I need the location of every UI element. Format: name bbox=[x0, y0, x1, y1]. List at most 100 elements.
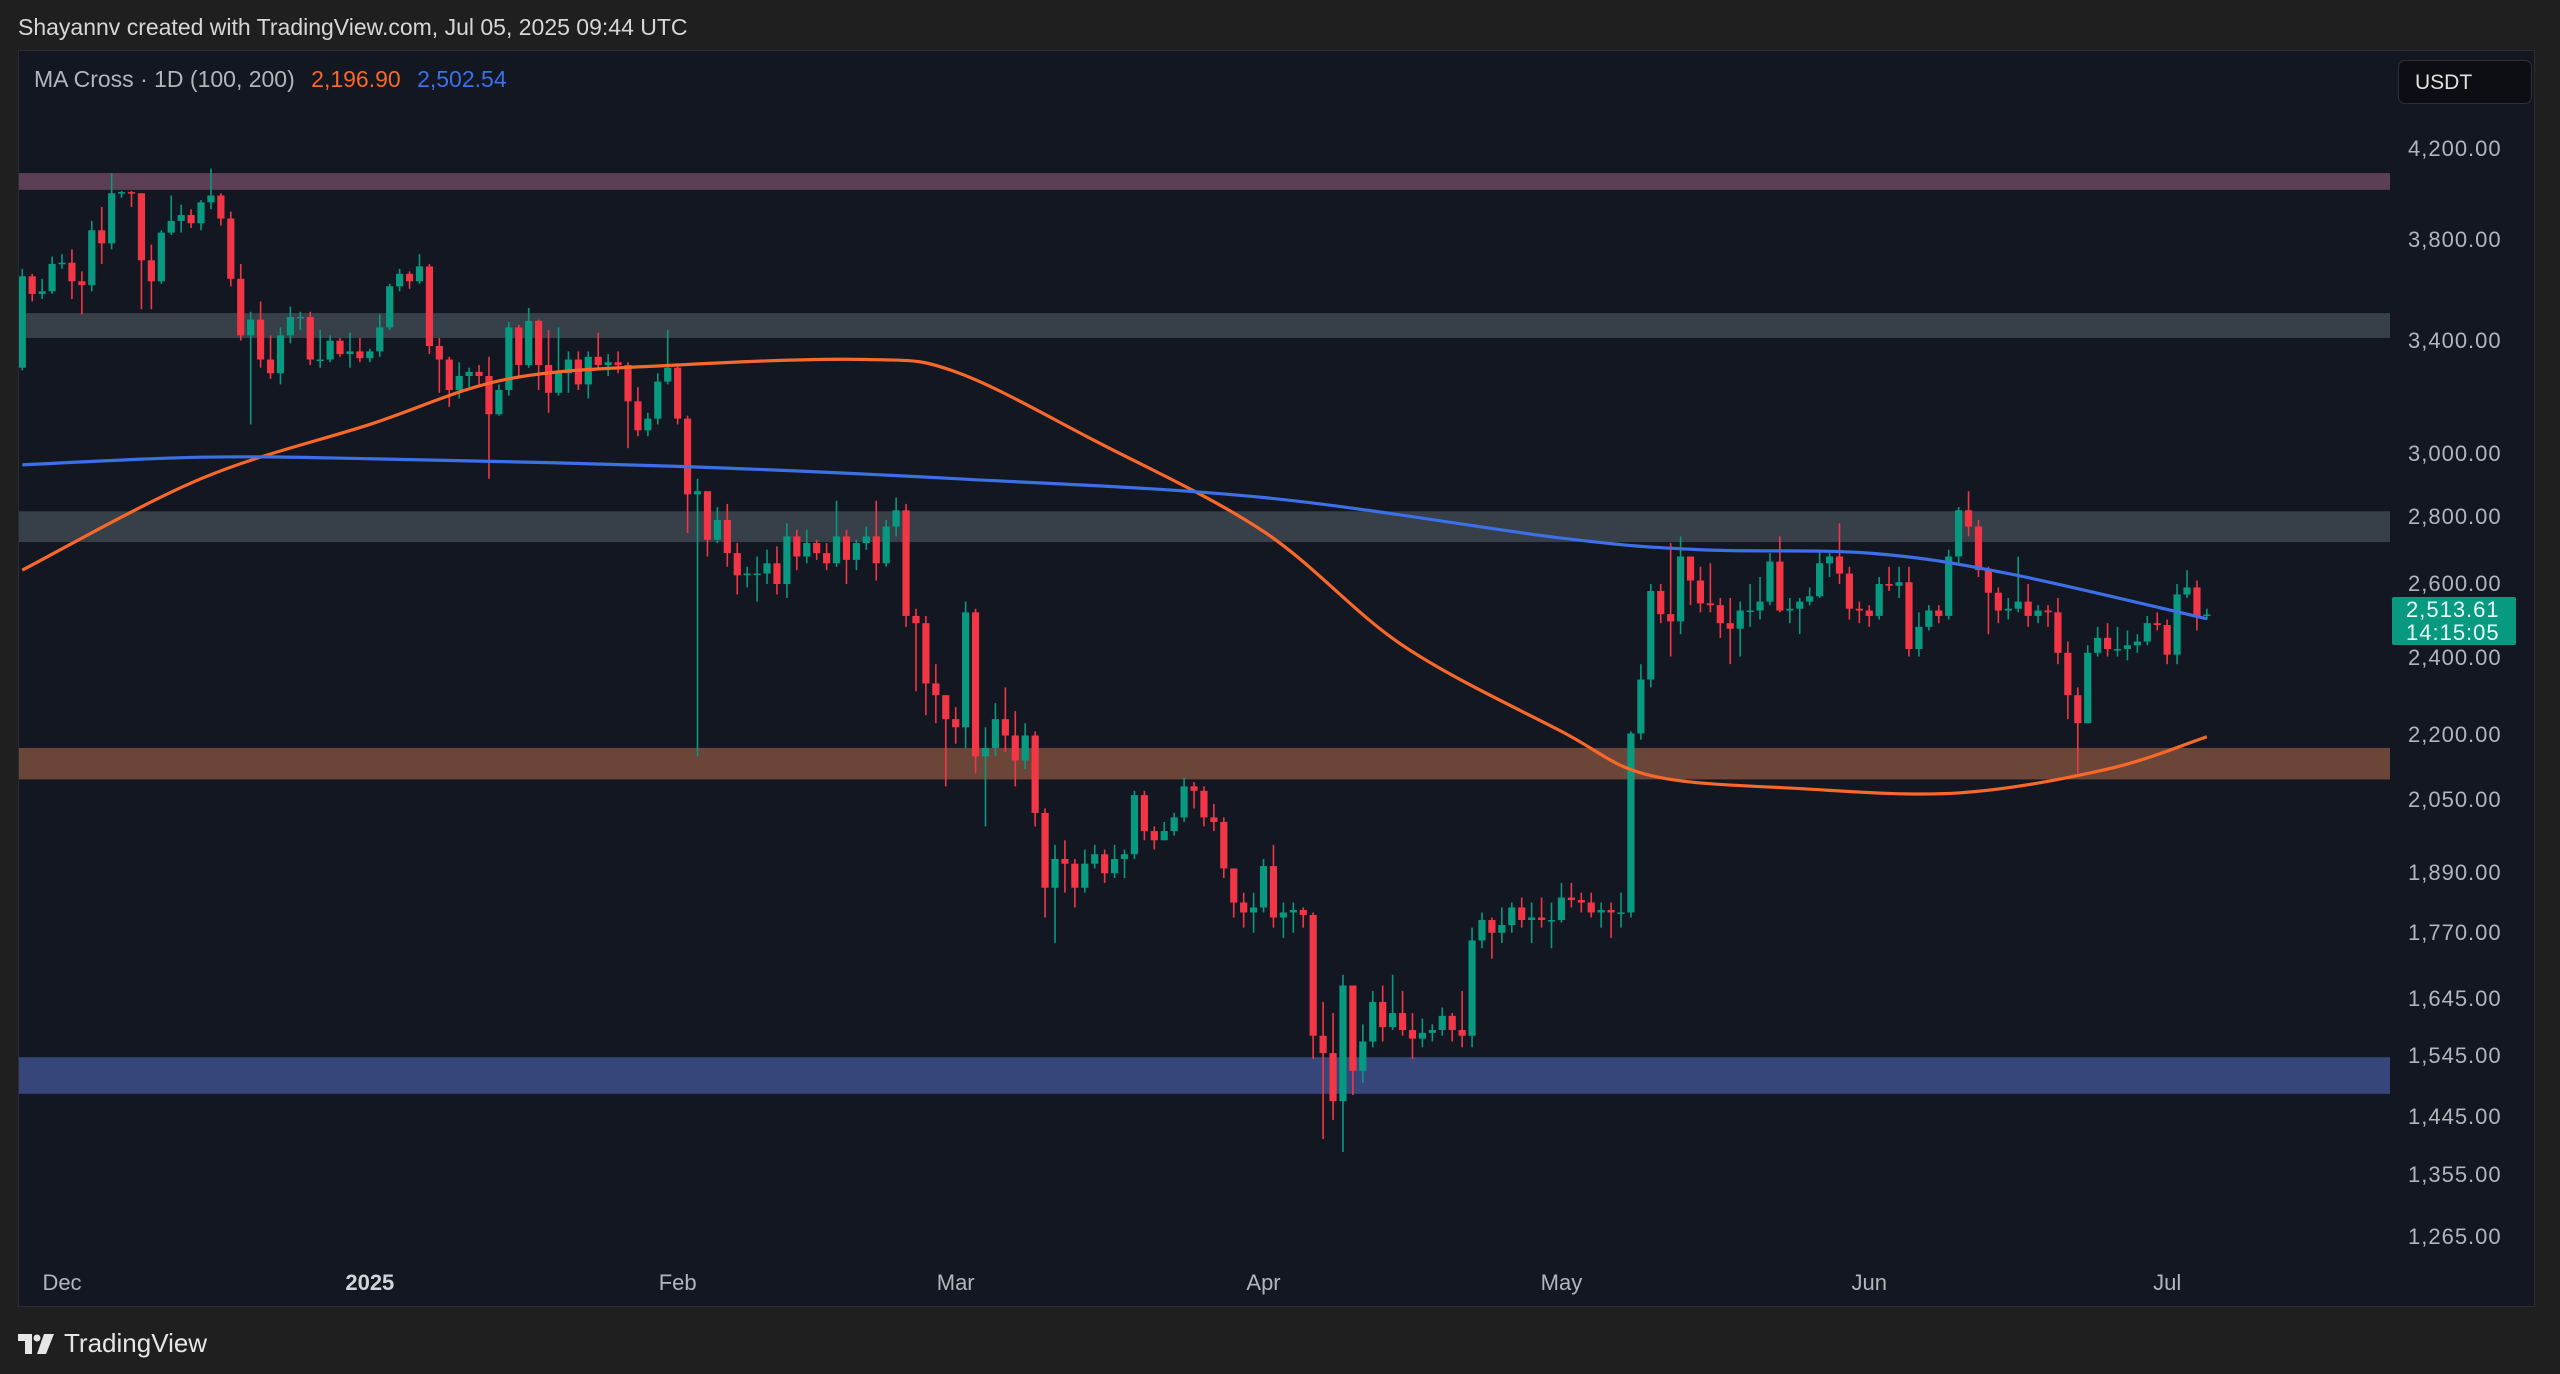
candle bbox=[813, 539, 821, 560]
candle-body bbox=[2074, 695, 2082, 724]
candle-body bbox=[127, 192, 136, 194]
candle bbox=[2163, 619, 2171, 665]
candle-body bbox=[753, 573, 761, 576]
candle bbox=[832, 500, 841, 567]
candle-body bbox=[783, 536, 791, 584]
candle-body bbox=[356, 351, 364, 359]
candle bbox=[1240, 892, 1248, 928]
indicator-legend[interactable]: MA Cross · 1D (100, 200) 2,196.90 2,502.… bbox=[34, 66, 517, 93]
candle bbox=[1597, 902, 1605, 928]
candle-body bbox=[1379, 1001, 1387, 1028]
candle-body bbox=[1528, 917, 1536, 921]
candle-body bbox=[405, 273, 414, 282]
price-tick-label: 3,400.00 bbox=[2408, 327, 2502, 353]
candle-body bbox=[1458, 1030, 1466, 1036]
candle bbox=[723, 503, 731, 567]
candle-body bbox=[1508, 907, 1516, 926]
candle bbox=[2034, 605, 2042, 624]
candle bbox=[1061, 840, 1069, 893]
candle-body bbox=[1994, 592, 2002, 611]
candle bbox=[1250, 892, 1258, 933]
candle bbox=[2064, 641, 2072, 720]
candle-body bbox=[1955, 510, 1963, 557]
candle-body bbox=[1180, 786, 1188, 818]
candle-body bbox=[1915, 626, 1923, 650]
candle bbox=[962, 601, 970, 748]
candle-body bbox=[1706, 603, 1714, 606]
candle bbox=[1488, 917, 1496, 959]
candle bbox=[1110, 844, 1119, 879]
candle bbox=[882, 520, 890, 567]
candle-body bbox=[1389, 1013, 1397, 1028]
candle-body bbox=[455, 376, 463, 390]
candle-body bbox=[1696, 580, 1705, 604]
candle-body bbox=[2094, 637, 2102, 653]
price-tick-label: 2,800.00 bbox=[2408, 503, 2502, 529]
candle-body bbox=[842, 536, 851, 560]
price-zone[interactable] bbox=[19, 747, 2390, 780]
candle-body bbox=[604, 362, 612, 365]
price-zone[interactable] bbox=[19, 313, 2390, 338]
tradingview-logo[interactable]: TradingView bbox=[18, 1328, 207, 1359]
candle-body bbox=[177, 215, 185, 221]
candle bbox=[2133, 634, 2141, 653]
candle bbox=[1816, 549, 1824, 599]
candle-body bbox=[28, 276, 36, 294]
time-tick-label: 2025 bbox=[345, 1270, 395, 1295]
candle bbox=[1279, 902, 1287, 938]
candle bbox=[743, 566, 751, 588]
candle-body bbox=[1825, 556, 1834, 564]
candle bbox=[922, 615, 930, 716]
price-zone[interactable] bbox=[19, 511, 2390, 543]
candle bbox=[1071, 858, 1079, 908]
candle-body bbox=[2153, 623, 2161, 626]
candle bbox=[1845, 566, 1853, 620]
candle bbox=[28, 273, 36, 302]
candle-body bbox=[2024, 601, 2032, 616]
candle bbox=[1329, 1013, 1337, 1120]
candle bbox=[415, 254, 424, 284]
candle bbox=[525, 307, 533, 368]
candle-body bbox=[1746, 610, 1754, 613]
price-zone[interactable] bbox=[19, 1057, 2390, 1094]
candle-body bbox=[137, 193, 146, 261]
candle bbox=[644, 412, 652, 437]
candle bbox=[38, 278, 46, 299]
candle bbox=[1935, 605, 1943, 624]
candle bbox=[1776, 536, 1784, 613]
candle bbox=[1587, 892, 1595, 918]
price-tick-label: 2,200.00 bbox=[2408, 722, 2502, 748]
candle bbox=[1557, 882, 1566, 923]
candle bbox=[1319, 1001, 1327, 1139]
candle bbox=[1120, 849, 1129, 879]
candle bbox=[286, 306, 294, 344]
candle-body bbox=[1756, 601, 1764, 611]
currency-button[interactable]: USDT bbox=[2398, 60, 2532, 104]
candle-body bbox=[1845, 573, 1853, 609]
price-tick-label: 1,890.00 bbox=[2408, 860, 2502, 886]
candle bbox=[624, 362, 632, 449]
candle bbox=[1647, 583, 1655, 688]
candle-body bbox=[237, 278, 245, 336]
candle bbox=[1408, 1013, 1417, 1059]
candle-body bbox=[743, 573, 751, 576]
price-zone[interactable] bbox=[19, 173, 2390, 190]
candle bbox=[1825, 553, 1834, 578]
candle bbox=[1389, 974, 1397, 1031]
chart-panel[interactable] bbox=[18, 50, 2535, 1307]
candle bbox=[942, 695, 950, 787]
indicator-label: MA Cross · 1D (100, 200) bbox=[34, 66, 295, 92]
price-tick-label: 1,645.00 bbox=[2408, 986, 2502, 1012]
candle-body bbox=[1806, 596, 1814, 602]
candle bbox=[1269, 844, 1278, 928]
candle-body bbox=[257, 319, 265, 360]
candle-body bbox=[1130, 795, 1139, 855]
candle bbox=[356, 337, 364, 363]
candle-body bbox=[1647, 590, 1655, 680]
candle bbox=[1379, 985, 1387, 1042]
candle bbox=[445, 356, 453, 408]
candle bbox=[2024, 583, 2032, 627]
candle-body bbox=[723, 520, 731, 554]
candle bbox=[713, 507, 721, 544]
